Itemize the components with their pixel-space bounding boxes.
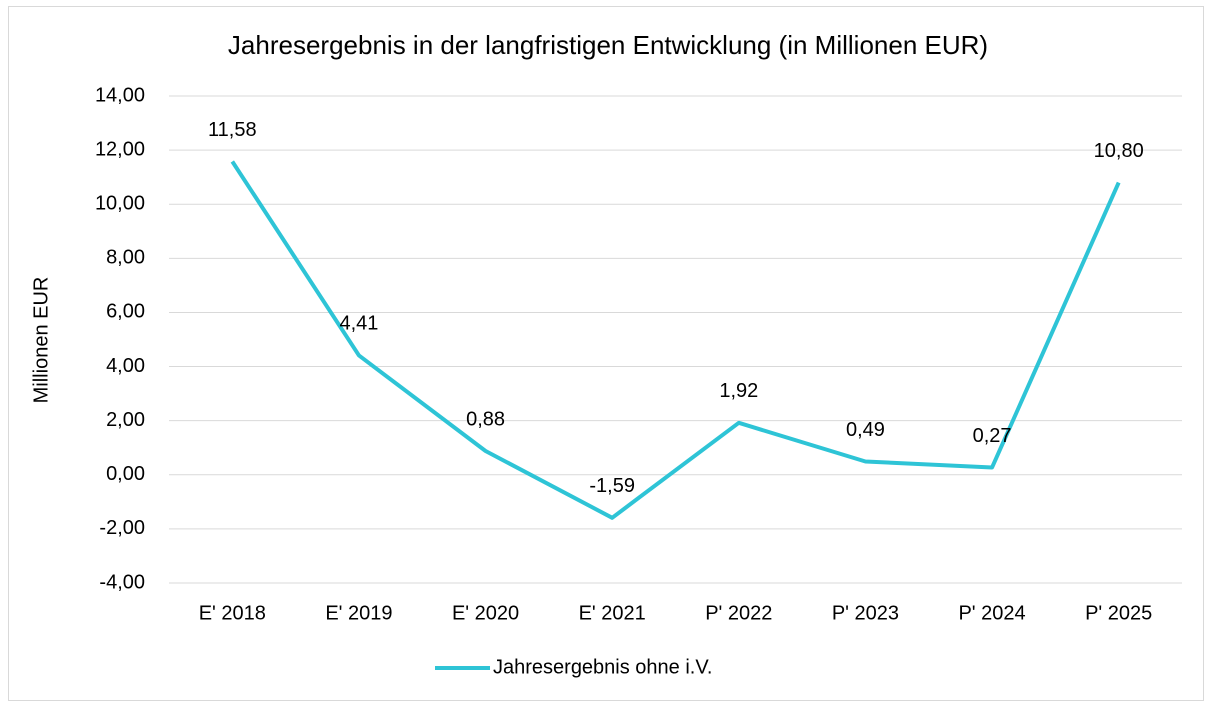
x-tick-label: E' 2019	[325, 602, 392, 624]
y-tick-label: 12,00	[95, 138, 145, 160]
y-axis-label: Millionen EUR	[30, 277, 52, 404]
y-tick-label: 10,00	[95, 193, 145, 215]
y-tick-label: -4,00	[99, 571, 145, 593]
data-label: 10,80	[1094, 140, 1144, 162]
chart-title: Jahresergebnis in der langfristigen Entw…	[228, 30, 988, 60]
y-tick-label: 0,00	[106, 463, 145, 485]
y-tick-label: 14,00	[95, 84, 145, 106]
x-tick-label: E' 2020	[452, 602, 519, 624]
y-tick-label: 8,00	[106, 247, 145, 269]
data-label: 0,49	[846, 419, 885, 441]
data-label: 0,88	[466, 408, 505, 430]
x-tick-label: P' 2024	[958, 602, 1025, 624]
y-tick-label: 4,00	[106, 355, 145, 377]
legend-label: Jahresergebnis ohne i.V.	[493, 656, 712, 678]
data-label: 4,41	[339, 313, 378, 335]
x-tick-label: E' 2021	[579, 602, 646, 624]
y-tick-label: 6,00	[106, 301, 145, 323]
data-line	[230, 160, 1121, 520]
y-tick-label: 2,00	[106, 409, 145, 431]
x-tick-label: P' 2025	[1085, 602, 1152, 624]
data-label: 1,92	[719, 380, 758, 402]
y-tick-label: -2,00	[99, 517, 145, 539]
data-label: 11,58	[208, 119, 257, 141]
data-label: -1,59	[589, 475, 635, 497]
chart-frame	[8, 6, 1204, 701]
data-label: 0,27	[973, 425, 1012, 447]
x-tick-label: P' 2022	[705, 602, 772, 624]
x-tick-label: P' 2023	[832, 602, 899, 624]
x-tick-label: E' 2018	[199, 602, 266, 624]
